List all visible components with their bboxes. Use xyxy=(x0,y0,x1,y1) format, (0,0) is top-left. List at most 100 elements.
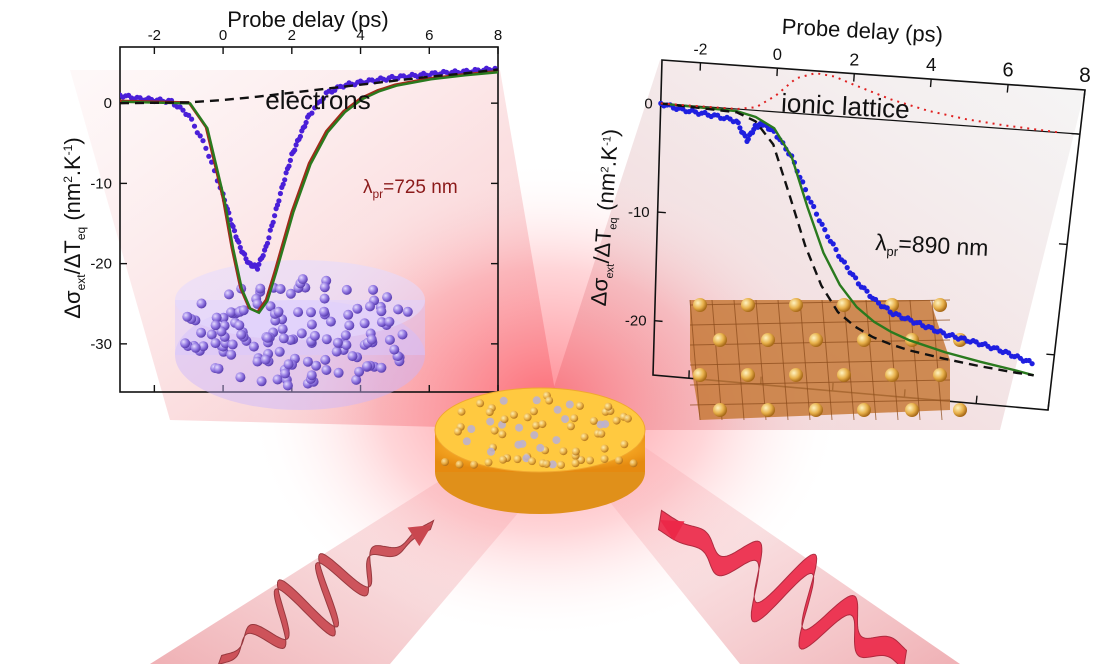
nanodisk-atom xyxy=(523,413,532,422)
nanodisk-atom xyxy=(467,425,476,433)
nanodisk-atom xyxy=(509,410,518,419)
electron-sphere xyxy=(182,311,193,322)
nanodisk-atom xyxy=(545,396,554,405)
data-point xyxy=(929,325,935,331)
electron-sphere xyxy=(362,361,373,372)
nanodisk-atom xyxy=(566,422,575,431)
nanodisk-atom xyxy=(612,416,621,425)
y-tick-label: -10 xyxy=(90,175,112,192)
y-tick-label: 0 xyxy=(644,95,652,112)
electron-sphere xyxy=(273,306,284,317)
nanodisk-atom xyxy=(570,414,579,423)
data-point xyxy=(254,266,261,272)
lattice-atom xyxy=(761,403,775,417)
data-point xyxy=(186,112,192,118)
data-point xyxy=(841,259,848,265)
nanodisk-atom xyxy=(600,444,609,453)
wavelength-annotation: λpr=725 nm xyxy=(363,177,458,201)
electron-sphere xyxy=(224,289,234,300)
electron-sphere xyxy=(277,324,288,335)
y-tick xyxy=(1058,243,1068,246)
electron-sphere xyxy=(280,368,291,379)
nanodisk-atom xyxy=(486,417,495,426)
electron-sphere xyxy=(341,340,352,350)
electron-sphere xyxy=(393,304,404,315)
pulse-ribbon xyxy=(657,509,908,664)
electron-sphere xyxy=(325,316,336,327)
y-tick xyxy=(657,211,666,214)
nanodisk-atom xyxy=(548,460,557,469)
x-tick xyxy=(1083,89,1086,99)
model-curve-dotted xyxy=(660,72,1061,134)
electron-sphere xyxy=(283,359,294,370)
electron-sphere xyxy=(340,330,351,341)
electron-sphere xyxy=(265,301,276,312)
nanodisk-atom xyxy=(529,407,538,416)
nanodisk-atom xyxy=(490,426,499,435)
electron-sphere xyxy=(341,284,352,295)
x-tick xyxy=(975,395,978,404)
electron-sphere xyxy=(331,346,342,357)
data-point xyxy=(197,133,203,139)
data-point xyxy=(242,251,248,257)
data-point xyxy=(816,218,822,224)
nanodisk-atom xyxy=(457,407,466,416)
lattice-atom xyxy=(857,403,871,417)
electron-sphere xyxy=(238,305,249,316)
data-point xyxy=(189,116,195,122)
electron-cloud xyxy=(175,260,425,410)
y-tick-label: -30 xyxy=(90,336,112,353)
data-point xyxy=(800,179,806,185)
electron-sphere xyxy=(235,372,246,383)
electron-sphere xyxy=(319,306,330,317)
electron-sphere xyxy=(376,362,387,373)
electron-sphere xyxy=(365,301,375,312)
data-point xyxy=(853,275,859,281)
data-point xyxy=(286,163,292,169)
data-point xyxy=(277,190,283,197)
data-point xyxy=(287,157,293,163)
data-point xyxy=(735,120,741,126)
nanodisk-atom xyxy=(530,431,539,440)
y-tick-label: -20 xyxy=(90,256,112,273)
electron-sphere xyxy=(368,284,379,295)
electron-sphere xyxy=(216,326,227,337)
electron-sphere xyxy=(402,306,413,317)
electron-sphere xyxy=(275,284,286,294)
data-point xyxy=(825,234,831,240)
nanodisk-atom xyxy=(604,402,613,411)
lattice-atom xyxy=(693,368,707,382)
lattice-atom xyxy=(857,333,871,347)
y-axis-title: Δσext/ΔTeq (nm2.K-1) xyxy=(586,128,626,307)
nanodisk-atom xyxy=(580,433,589,442)
data-point xyxy=(802,187,809,193)
data-point xyxy=(309,110,315,116)
pulse-arrowhead xyxy=(660,520,685,541)
nanodisk-atom xyxy=(559,447,568,456)
electron-sphere xyxy=(248,341,259,352)
data-point xyxy=(180,107,186,113)
nanodisk-atom xyxy=(455,460,464,469)
model-curve-dashed xyxy=(120,68,498,105)
fit-curve xyxy=(121,71,498,315)
nanodisk-atom xyxy=(476,399,485,408)
nanodisk-atom xyxy=(441,458,449,466)
nanodisk-sample xyxy=(434,387,646,514)
lattice-atom xyxy=(953,403,967,417)
nanodisk-atom xyxy=(485,408,494,417)
data-point xyxy=(230,223,236,229)
data-point xyxy=(813,211,820,217)
model-curve-dashed xyxy=(660,102,1034,377)
data-point xyxy=(836,253,842,259)
nanodisk-atom xyxy=(600,455,609,464)
x-tick-label: 2 xyxy=(288,27,296,44)
x-tick-label: 6 xyxy=(1003,60,1014,82)
nanodisk-atom xyxy=(532,396,541,405)
electron-sphere xyxy=(198,341,209,352)
nanodisk-atom xyxy=(553,405,562,414)
data-point xyxy=(272,213,278,219)
nanodisk-atom xyxy=(499,455,507,464)
data-point xyxy=(256,261,262,267)
